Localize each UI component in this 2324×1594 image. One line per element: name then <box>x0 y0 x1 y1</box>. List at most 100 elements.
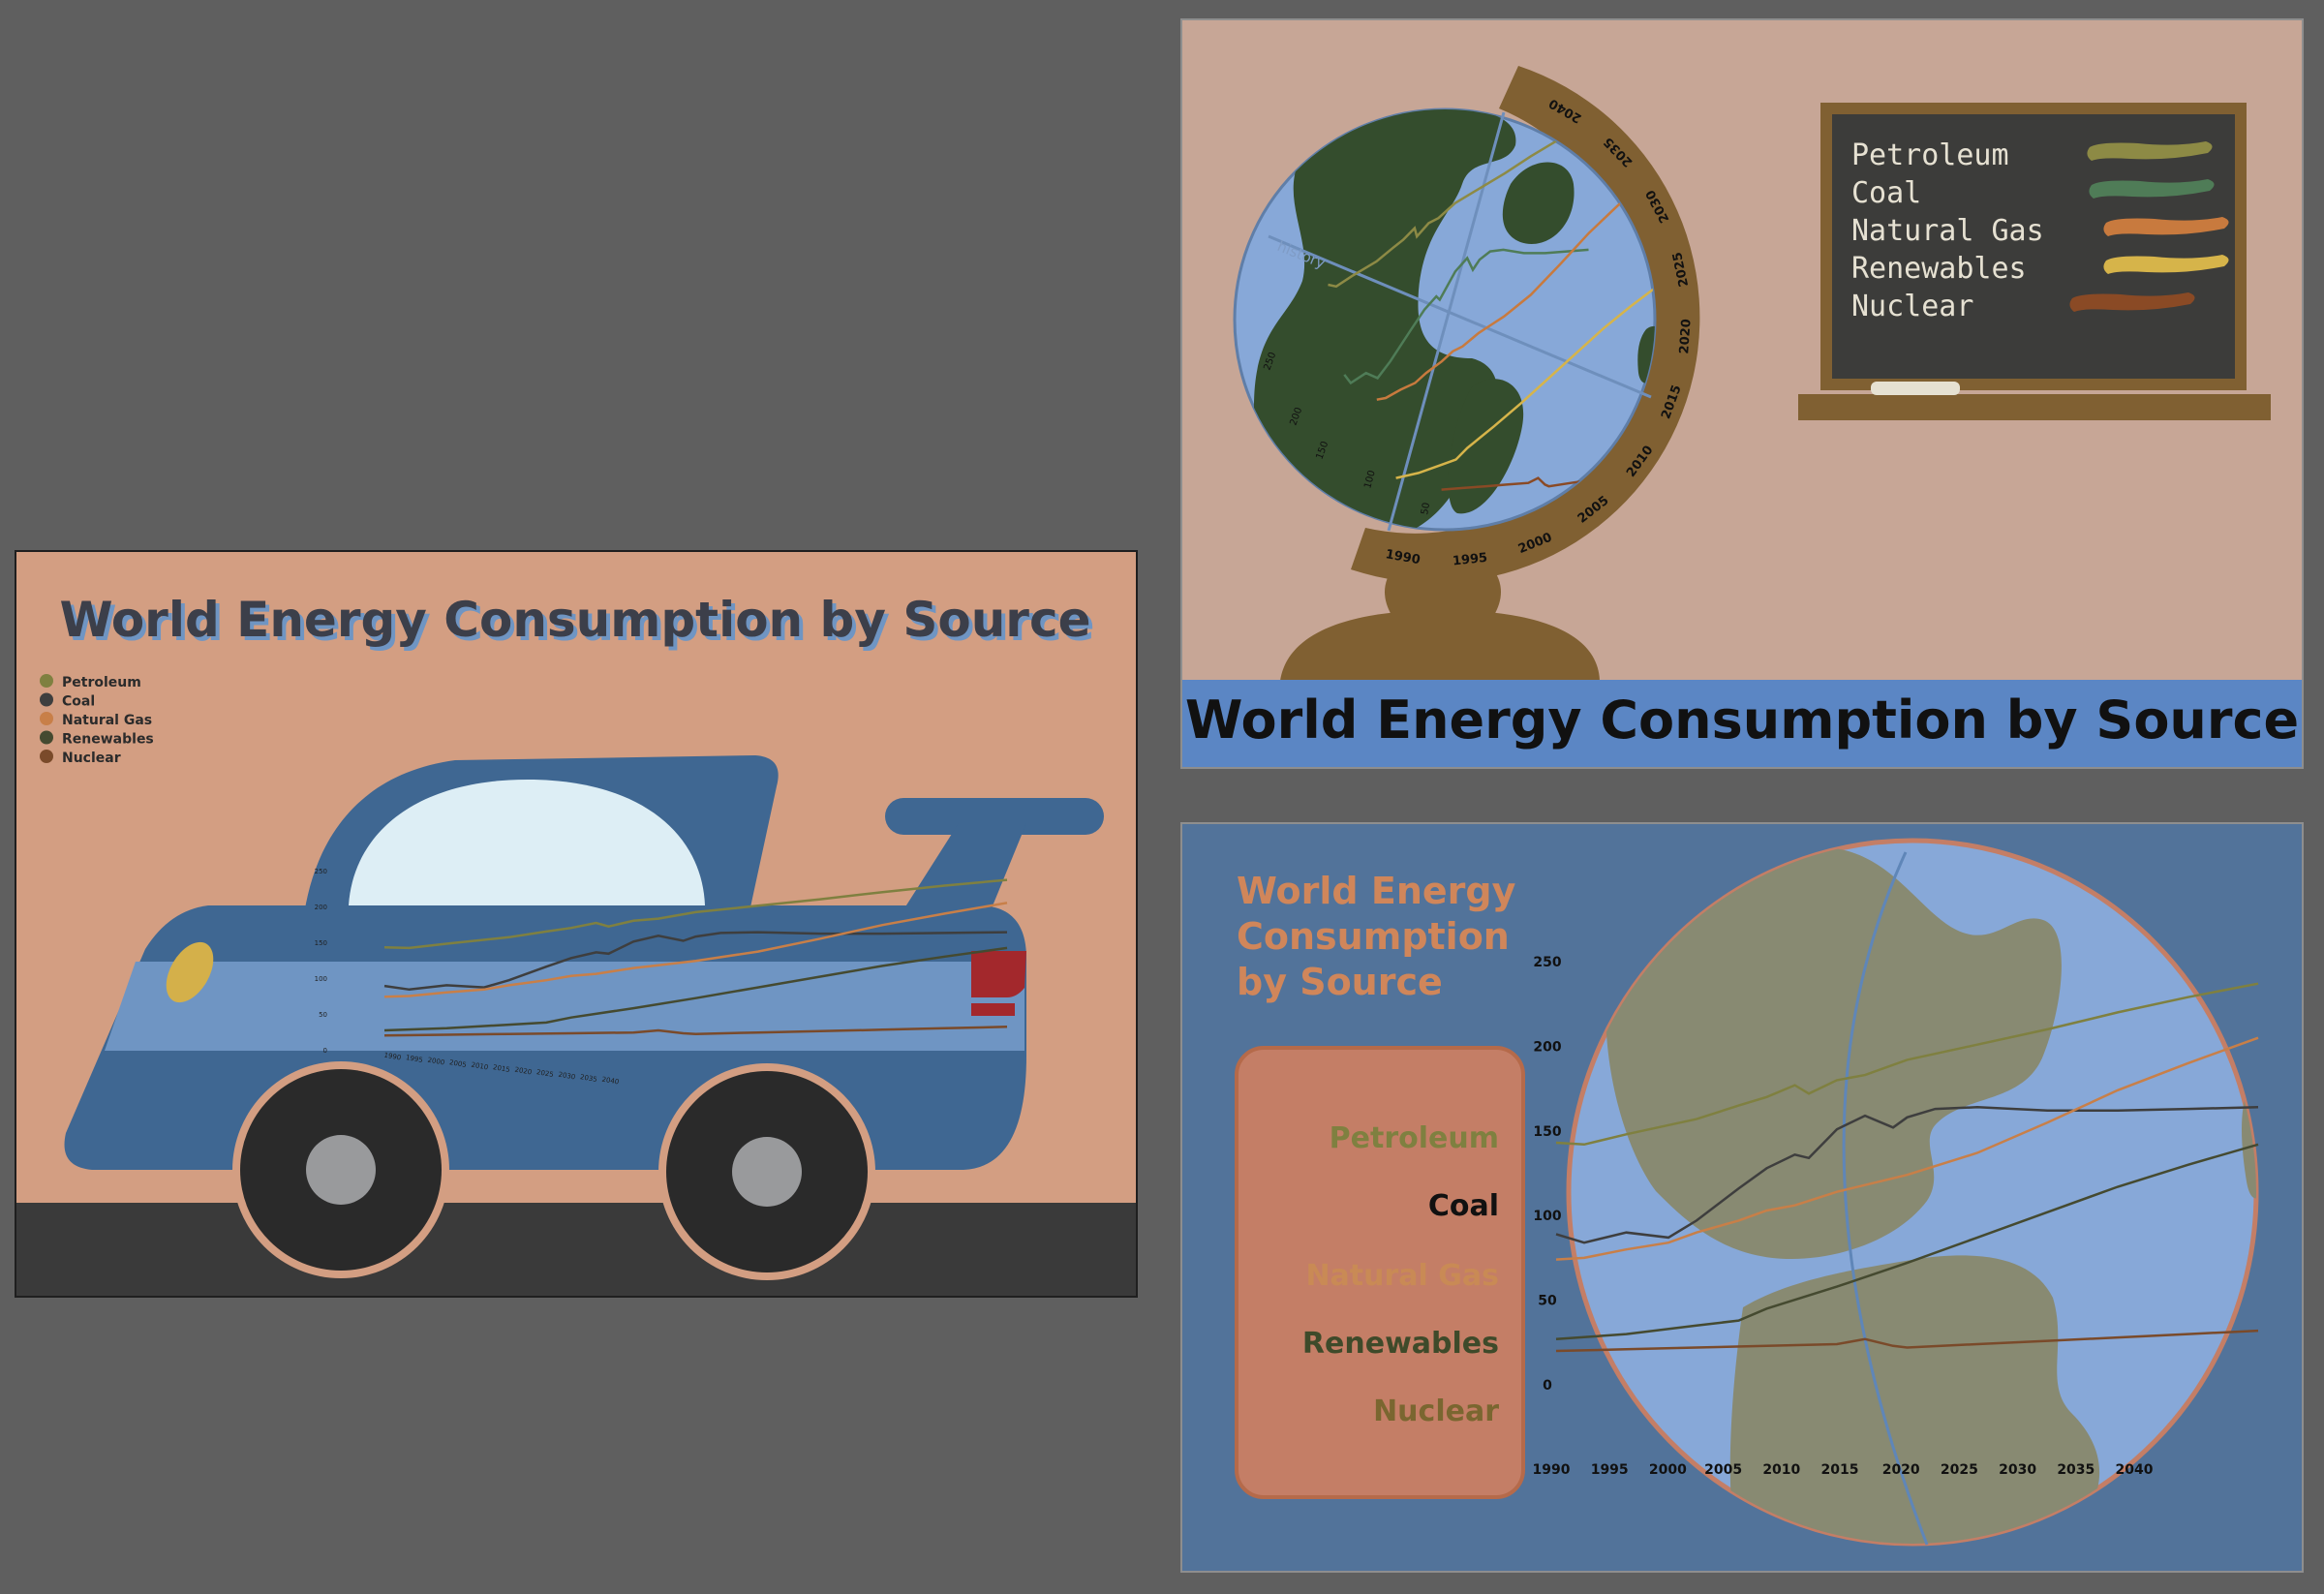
globe-x-tick-1990: 1990 <box>1385 547 1422 567</box>
earth-y-tick-100: 100 <box>1533 1209 1561 1224</box>
car-legend-swatch-nuclear <box>40 750 53 763</box>
car-x-tick-2005: 2005 <box>448 1058 467 1069</box>
globe-land <box>1254 109 1655 530</box>
rear-hubcap <box>732 1137 802 1207</box>
earth-line-renewables <box>1555 1143 2259 1341</box>
earth-line-nuclear <box>1555 1329 2259 1353</box>
car-x-tick-2035: 2035 <box>579 1073 597 1084</box>
car-y-tick-100: 100 <box>315 975 327 983</box>
earth-land <box>1605 847 2256 1544</box>
globe-line-petroleum <box>1328 127 1581 289</box>
globe-continent-west <box>1254 109 1516 530</box>
car-legend-swatch-petroleum <box>40 674 53 688</box>
earth-panel: World Energy Consumption by Source Petro… <box>1180 822 2304 1573</box>
chalk-legend-swatch-natural-gas <box>2103 217 2229 236</box>
globe-panel: history 1990 1995200020052010201520202025… <box>1180 18 2304 769</box>
earth-plot-lines <box>1555 982 2259 1353</box>
globe-y-tick-50: 50 <box>1420 502 1432 515</box>
chalk-legend-swatch-renewables <box>2103 255 2229 274</box>
earth-line-natural-gas <box>1555 1036 2259 1261</box>
earth-legend-label-petroleum: Petroleum <box>1330 1121 1499 1155</box>
earth-x-tick-2035: 2035 <box>2057 1462 2095 1478</box>
earth-x-tick-1990: 1990 <box>1533 1462 1571 1478</box>
car-plot-lines <box>383 878 1008 1037</box>
globe-line-coal <box>1343 248 1589 385</box>
globe-title-bar <box>1182 680 2302 767</box>
chalkboard-legend: Petroleum Coal Natural Gas Renewables Nuclea… <box>1851 138 2229 323</box>
earth-x-tick-2030: 2030 <box>1999 1462 2036 1478</box>
car-x-tick-2025: 2025 <box>535 1068 554 1079</box>
car-line-coal <box>383 931 1008 992</box>
car-y-tick-200: 200 <box>315 904 327 911</box>
car-spoiler-wing <box>885 798 1104 835</box>
earth-x-tick-2025: 2025 <box>1941 1462 1978 1478</box>
globe-continent-east <box>1502 162 1575 244</box>
car-y-tick-250: 250 <box>315 868 327 875</box>
car-legend-label-renewables: Renewables <box>62 732 154 748</box>
car-x-tick-2000: 2000 <box>427 1057 445 1067</box>
earth-axes: 250 200 150 100 50 0 1990 1995 2000 2005 2010 2015 2… <box>1533 955 2154 1478</box>
car-x-tick-1995: 1995 <box>405 1054 423 1064</box>
car-line-renewables <box>383 946 1008 1032</box>
globe-line-natural-gas <box>1376 180 1646 401</box>
car-x-tick-2010: 2010 <box>471 1061 489 1072</box>
earth-legend-label-natural-gas: Natural Gas <box>1305 1259 1499 1293</box>
car-legend-swatch-natural-gas <box>40 712 53 725</box>
earth-legend-label-coal: Coal <box>1428 1189 1499 1223</box>
earth-y-tick-200: 200 <box>1533 1039 1561 1055</box>
earth-continent-south <box>1729 1255 2100 1544</box>
car-chart-title-shadow: World Energy Consumption by Source <box>63 596 1094 652</box>
globe-x-tick-1995: 1995 <box>1452 551 1488 569</box>
car-axes: 250 200 150 100 50 0 1990 1995 2000 2005 2010 2015 2… <box>315 868 620 1087</box>
car-spoiler-post <box>891 823 1026 930</box>
chalk-legend-label-coal: Coal <box>1851 176 1921 210</box>
car-x-tick-2020: 2020 <box>514 1066 533 1077</box>
car-line-natural-gas <box>383 902 1008 998</box>
car-x-tick-2040: 2040 <box>601 1076 620 1087</box>
earth-x-tick-2015: 2015 <box>1821 1462 1859 1478</box>
globe-x-tick-2020: 2020 <box>1677 319 1694 354</box>
front-hubcap <box>306 1135 376 1205</box>
globe-tilted-axis <box>1268 234 1652 399</box>
race-car <box>64 755 1104 1280</box>
earth-y-tick-150: 150 <box>1533 1124 1561 1140</box>
car-legend-swatch-renewables <box>40 730 53 745</box>
chalkboard: Petroleum Coal Natural Gas Renewables Nuclea… <box>1798 103 2271 420</box>
car-line-petroleum <box>383 878 1008 950</box>
car-headlight <box>166 941 214 1003</box>
globe-line-renewables <box>1395 285 1655 479</box>
car-x-tick-2015: 2015 <box>492 1063 510 1074</box>
car-legend-label-nuclear: Nuclear <box>62 751 121 766</box>
car-stripe <box>105 962 1024 1051</box>
car-legend-label-coal: Coal <box>62 694 95 710</box>
earth-legend-label-nuclear: Nuclear <box>1373 1395 1499 1428</box>
earth-legend-card <box>1235 1046 1525 1499</box>
car-y-tick-0: 0 <box>323 1047 327 1055</box>
earth-line-coal <box>1555 1106 2259 1244</box>
earth-y-tick-50: 50 <box>1538 1294 1557 1309</box>
car-legend: Petroleum Coal Natural Gas Renewables Nuclea… <box>40 674 154 766</box>
car-legend-swatch-coal <box>40 692 53 707</box>
chalk-legend-swatch-petroleum <box>2087 141 2213 161</box>
earth-legend-label-renewables: Renewables <box>1302 1327 1499 1361</box>
car-taillight-lower <box>971 1003 1015 1016</box>
earth-x-tick-2005: 2005 <box>1704 1462 1742 1478</box>
earth-x-tick-1995: 1995 <box>1591 1462 1629 1478</box>
globe-island <box>1637 325 1655 383</box>
chalk-legend-swatch-coal <box>2089 179 2215 199</box>
car-y-tick-50: 50 <box>319 1011 327 1019</box>
earth-line-petroleum <box>1555 982 2259 1147</box>
car-x-tick-2030: 2030 <box>558 1071 576 1082</box>
earth-chart-title: World Energy Consumption by Source <box>1237 870 1529 1003</box>
car-chart-title: World Energy Consumption by Source <box>59 592 1090 648</box>
road <box>16 1203 1136 1296</box>
earth-y-tick-250: 250 <box>1533 955 1561 970</box>
car-panel: World Energy Consumption by Source World… <box>15 550 1138 1298</box>
chalkboard-eraser <box>1871 382 1960 395</box>
globe-x-tick-2025: 2025 <box>1670 251 1692 289</box>
chalkboard-ledge <box>1798 394 2271 420</box>
chalk-legend-swatch-nuclear <box>2069 292 2195 312</box>
car-legend-label-petroleum: Petroleum <box>62 675 141 690</box>
globe-plot-lines <box>1328 127 1655 491</box>
